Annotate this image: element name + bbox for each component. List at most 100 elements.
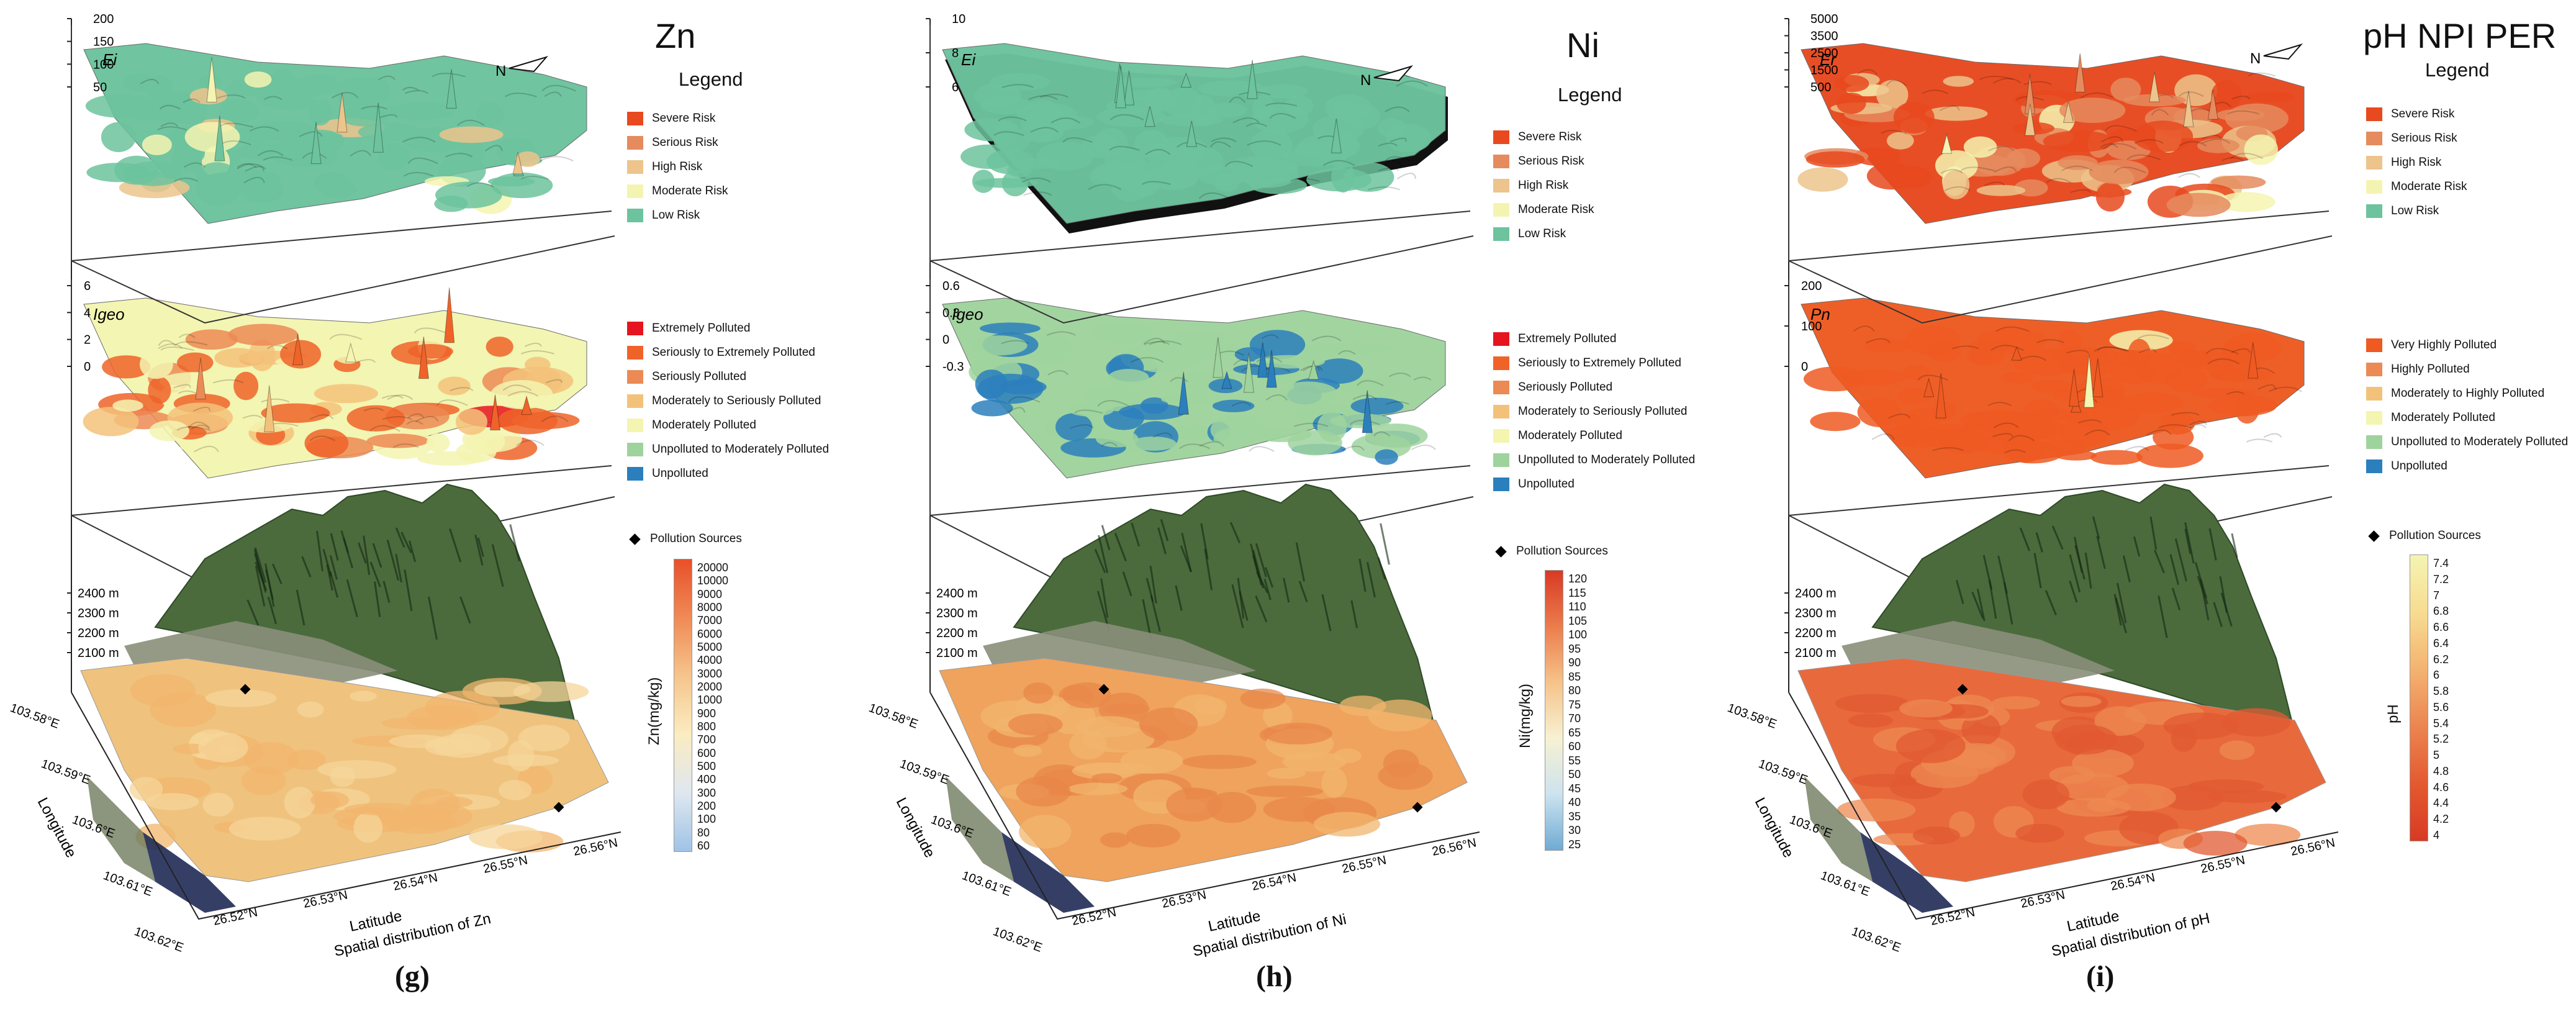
legend-title: Legend bbox=[1558, 84, 1622, 106]
mid-axis-label: Igeo bbox=[952, 305, 983, 324]
colorbar-tick: 60 bbox=[1568, 740, 1581, 753]
longitude-tick-label: 103.62°E bbox=[991, 925, 1044, 955]
colorbar-tick: 900 bbox=[697, 707, 716, 720]
legend-swatch bbox=[2366, 435, 2382, 449]
legend-swatch bbox=[1493, 405, 1509, 419]
elevation-tick-label: 2400 m bbox=[1795, 587, 1837, 600]
legend-label: Unpolluted bbox=[2391, 459, 2447, 473]
mid-surface bbox=[1801, 297, 2305, 479]
legend-swatch bbox=[1493, 227, 1509, 241]
colorbar-tick: 5.6 bbox=[2433, 700, 2449, 713]
latitude-tick-label: 26.53°N bbox=[302, 888, 348, 911]
colorbar-tick: 105 bbox=[1568, 614, 1588, 627]
base-map: 2400 m 2300 m 2200 m 2100 m 103.58°E 103.59°E… bbox=[867, 483, 1480, 960]
panel-title: Ni bbox=[1566, 25, 1599, 65]
legend-label: Seriously Polluted bbox=[1518, 381, 1613, 394]
perspective-frame bbox=[929, 25, 1474, 585]
colorbar-tick: 90 bbox=[1568, 656, 1581, 669]
legend-item: Serious Risk bbox=[1493, 155, 1584, 168]
colorbar-tick: 6000 bbox=[697, 627, 723, 640]
legend-label: Low Risk bbox=[2391, 204, 2439, 217]
legend-swatch bbox=[2366, 180, 2382, 194]
legend-item: Unpolluted to Moderately Polluted bbox=[1493, 453, 1695, 467]
colorbar-tick: 9000 bbox=[697, 587, 723, 600]
colorbar-tick: 30 bbox=[1568, 824, 1581, 837]
legend-swatch bbox=[1493, 130, 1509, 144]
colorbar-tick: 80 bbox=[697, 826, 710, 839]
legend-swatch bbox=[627, 394, 643, 408]
legend-item: Moderate Risk bbox=[627, 184, 728, 198]
legend-label: Unpolluted bbox=[1518, 478, 1575, 491]
colorbar-tick: 1000 bbox=[697, 694, 723, 707]
legend-label: Seriously Polluted bbox=[652, 370, 747, 383]
legend-swatch bbox=[2366, 411, 2382, 425]
colorbar-tick: 400 bbox=[697, 773, 716, 786]
top-tick-label: 200 bbox=[93, 12, 114, 26]
longitude-tick-label: 103.58°E bbox=[8, 701, 61, 731]
legend-swatch bbox=[1493, 332, 1509, 346]
legend-label: Unpolluted bbox=[652, 467, 708, 480]
colorbar-tick: 700 bbox=[697, 733, 716, 746]
longitude-tick-label: 103.59°E bbox=[39, 757, 92, 787]
legend-item: Moderately Polluted bbox=[1493, 429, 1622, 443]
colorbar-tick: 100 bbox=[1568, 628, 1588, 641]
legend-label: Moderately Polluted bbox=[2391, 411, 2495, 424]
colorbar-tick: 10000 bbox=[697, 574, 729, 587]
top-tick-label: 2500 bbox=[1810, 47, 1838, 60]
pollution-sources-legend: Pollution Sources bbox=[627, 532, 742, 546]
longitude-tick-label: 103.58°E bbox=[1725, 701, 1778, 731]
legend-item: Unpolluted to Moderately Polluted bbox=[2366, 435, 2568, 449]
legend-swatch bbox=[2366, 387, 2382, 401]
mid-tick-label: 0 bbox=[84, 360, 91, 374]
elevation-tick-label: 2100 m bbox=[1795, 646, 1837, 660]
colorbar-tick: 7.4 bbox=[2433, 557, 2449, 569]
legend-item: Serious Risk bbox=[627, 136, 718, 150]
mid-axis-label: Pn bbox=[1810, 305, 1830, 324]
colorbar-tick: 4.2 bbox=[2433, 813, 2449, 826]
mid-axis-ticks: 0.6 0.3 0 -0.3 bbox=[926, 279, 964, 374]
latitude-tick-label: 26.56°N bbox=[572, 836, 618, 859]
legend-item: Seriously Polluted bbox=[1493, 381, 1612, 394]
mid-axis-label: Igeo bbox=[93, 305, 125, 324]
elevation-tick-label: 2400 m bbox=[78, 587, 119, 600]
north-label: N bbox=[2250, 50, 2261, 67]
base-map: 2400 m 2300 m 2200 m 2100 m 103.58°E 103.59°E… bbox=[1725, 483, 2339, 960]
longitude-tick-label: 103.58°E bbox=[867, 701, 920, 731]
colorbar-tick: 45 bbox=[1568, 782, 1581, 795]
colorbar-tick: 55 bbox=[1568, 754, 1581, 767]
legend-swatch bbox=[1493, 155, 1509, 168]
colorbar-tick: 35 bbox=[1568, 810, 1581, 823]
colorbar-tick: 115 bbox=[1568, 586, 1586, 599]
diamond-icon bbox=[2368, 530, 2380, 542]
legend-swatch bbox=[2366, 132, 2382, 145]
colorbar-tick: 4000 bbox=[697, 654, 723, 667]
colorbar-tick: 3000 bbox=[697, 667, 723, 680]
legend-swatch bbox=[2366, 459, 2382, 473]
elevation-ticks: 2400 m 2300 m 2200 m 2100 m bbox=[926, 587, 978, 660]
legend-item: Moderately Polluted bbox=[2366, 411, 2495, 425]
legend-label: Low Risk bbox=[652, 209, 700, 222]
top-axis-label: Er bbox=[1820, 50, 1837, 69]
legend-label: High Risk bbox=[652, 160, 703, 173]
colorbar-tick: 95 bbox=[1568, 642, 1581, 655]
legend-label: Moderate Risk bbox=[2391, 180, 2467, 193]
legend-swatch bbox=[627, 184, 643, 198]
legend-swatch bbox=[1493, 203, 1509, 217]
legend-swatch bbox=[2366, 107, 2382, 121]
legend-item: Moderately to Seriously Polluted bbox=[627, 394, 821, 408]
mid-tick-label: 0 bbox=[942, 333, 949, 347]
colorbar-tick: 8000 bbox=[697, 601, 723, 613]
legend-swatch bbox=[627, 209, 643, 222]
legend-item: High Risk bbox=[2366, 156, 2441, 170]
legend-item: High Risk bbox=[627, 160, 702, 174]
legend-item: Extremely Polluted bbox=[627, 322, 750, 335]
legend-swatch bbox=[627, 370, 643, 384]
colorbar-tick: 50 bbox=[1568, 768, 1581, 781]
mid-tick-label: -0.3 bbox=[942, 360, 964, 374]
legend-label: Moderate Risk bbox=[652, 184, 728, 197]
legend-label: Moderately Polluted bbox=[1518, 429, 1622, 442]
colorbar-tick: 7.2 bbox=[2433, 573, 2449, 586]
